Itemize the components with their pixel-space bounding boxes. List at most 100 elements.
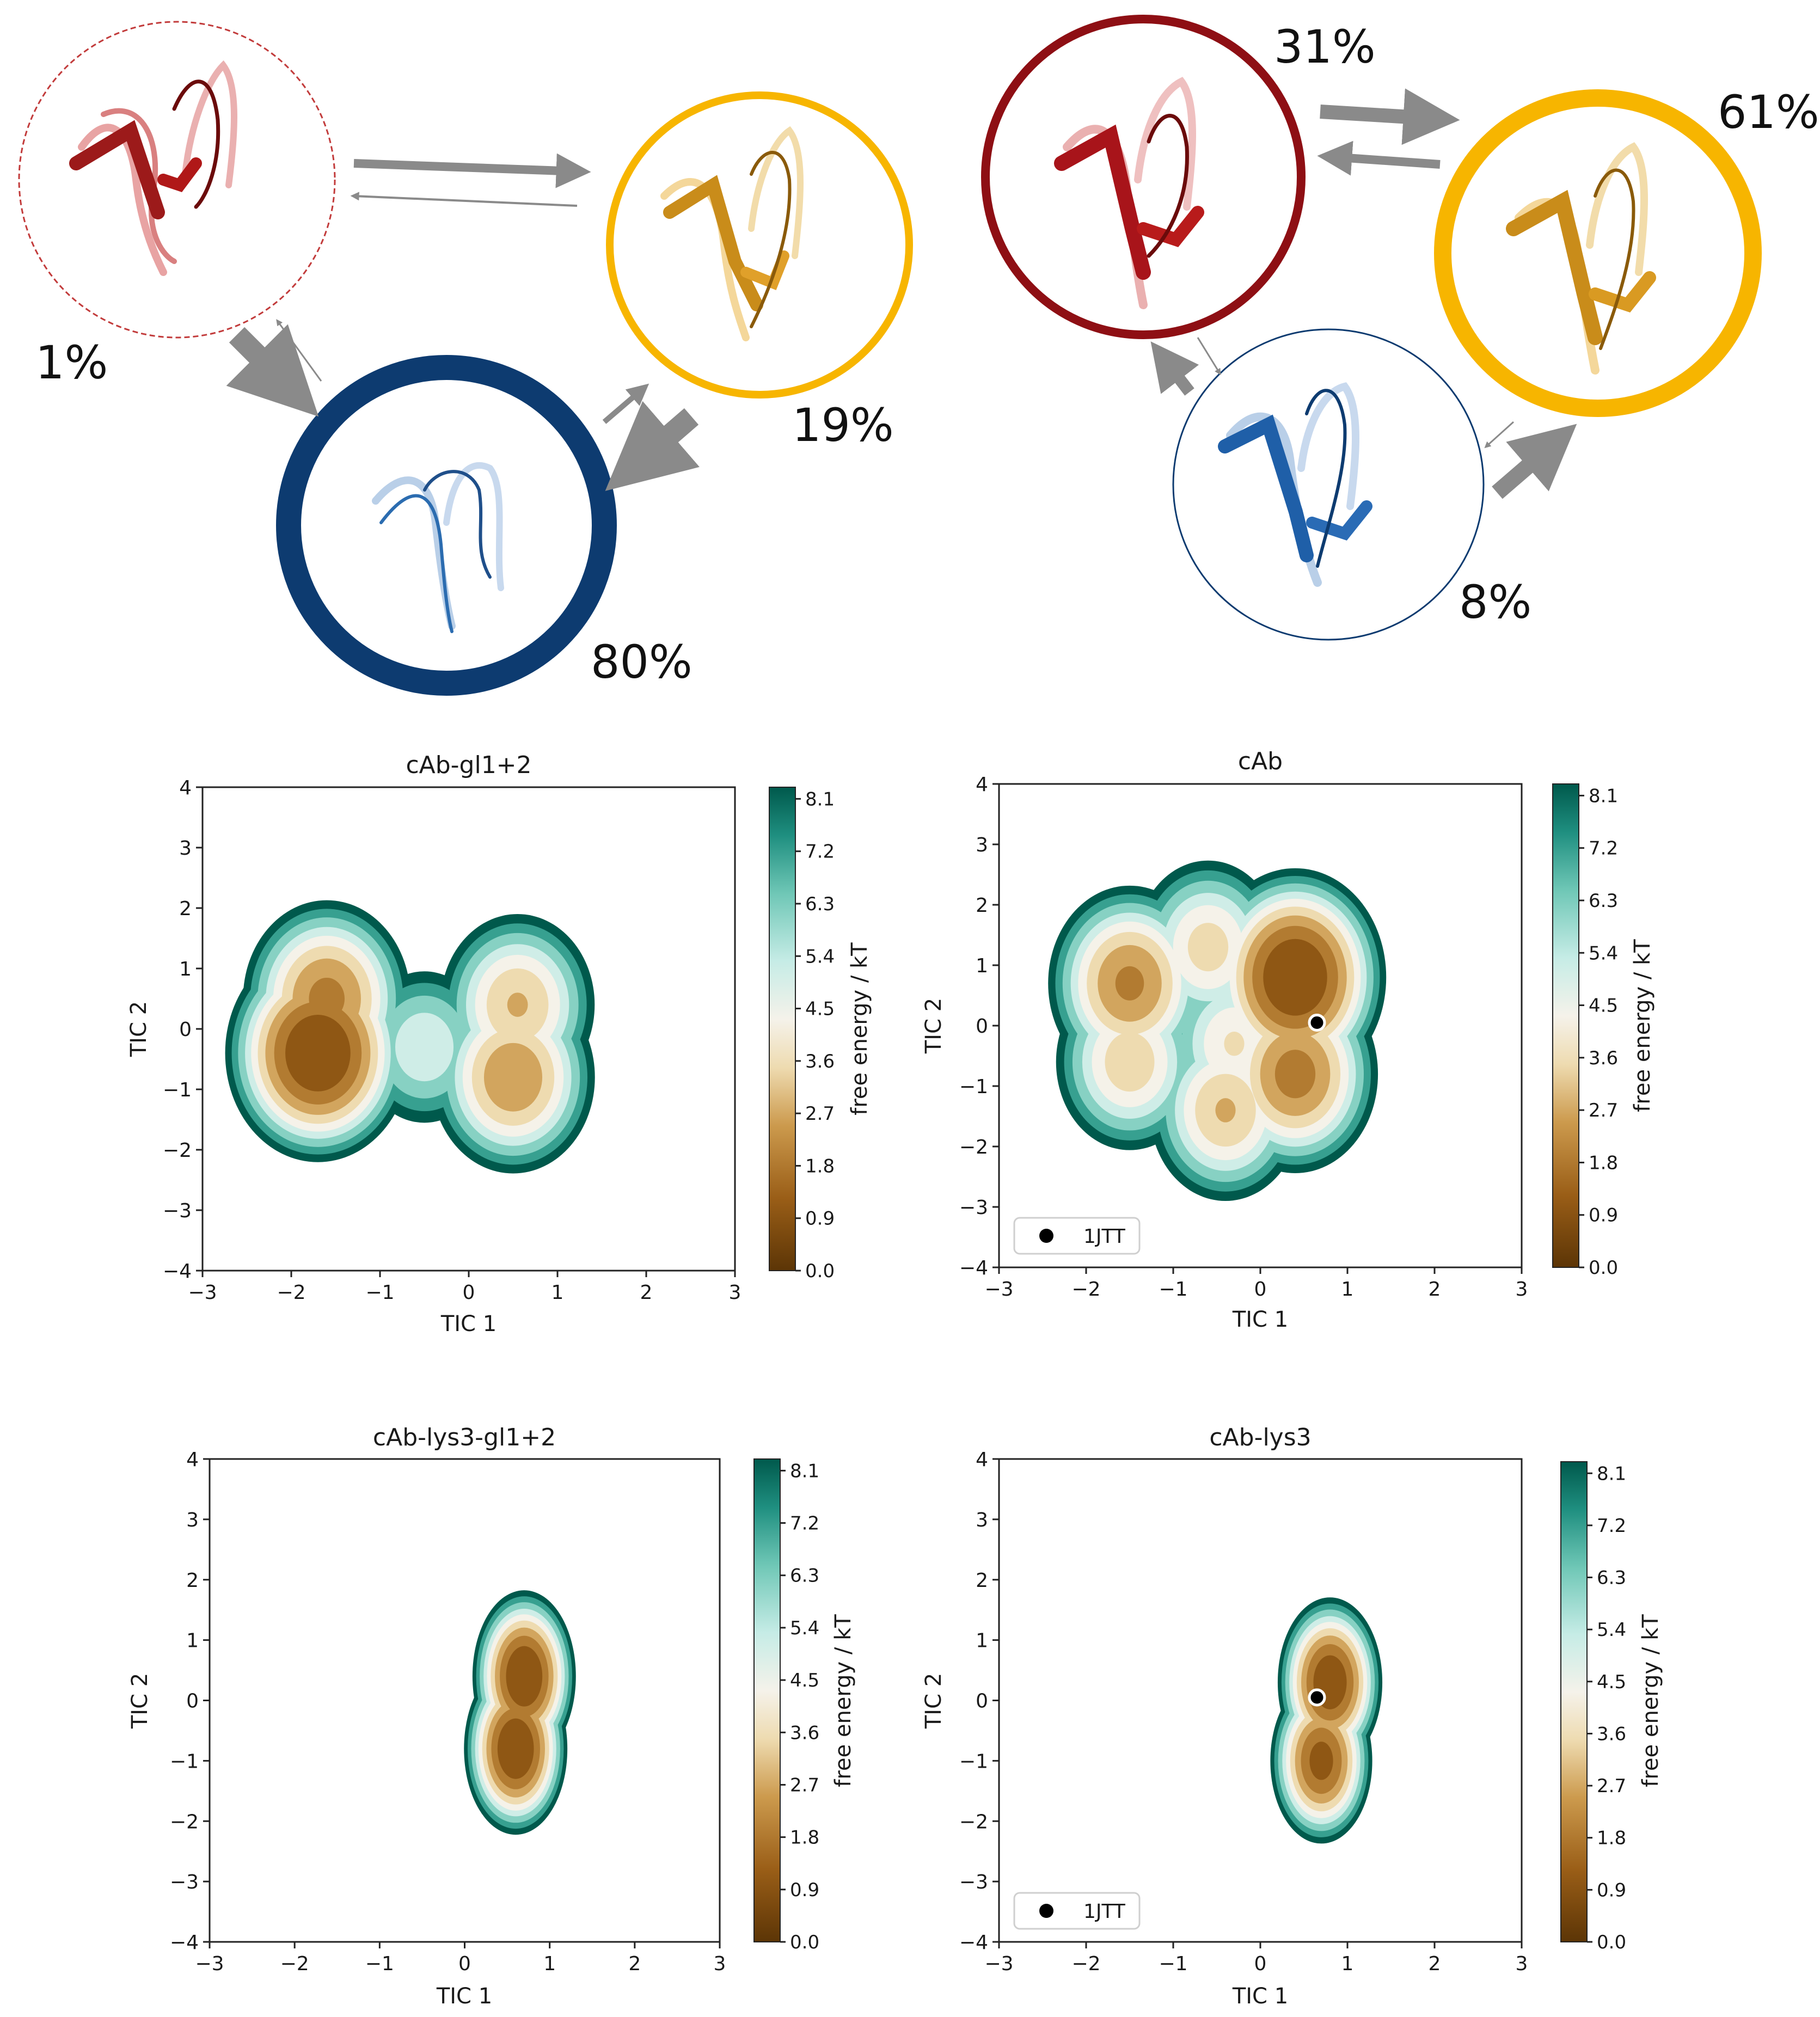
heatmap-density [1270,1597,1383,1844]
colorbar [753,1458,781,1942]
colorbar-tick-label: 8.1 [790,1460,819,1482]
plot-frame [998,1458,1523,1943]
colorbar [1552,783,1579,1268]
free-energy-region [1309,1742,1333,1780]
free-energy-region [1105,1032,1155,1092]
x-axis-label: TIC 1 [436,1984,492,2009]
state-yellow-left [606,91,913,399]
x-tick-label: −1 [1159,1953,1187,1975]
y-tick-label: −1 [959,1750,988,1773]
x-tick-label: −2 [1071,1278,1100,1301]
arrow-yellow-to-red [350,192,578,207]
x-tick-label: −3 [984,1278,1013,1301]
arrow-red-to-blue [226,324,319,417]
panel-title: cAb-lys3-gl1+2 [373,1424,556,1451]
x-axis-label: TIC 1 [440,1311,497,1337]
colorbar-tick-label: 4.5 [1589,995,1618,1017]
y-tick-label: 3 [179,837,192,860]
y-tick-label: 3 [186,1509,199,1531]
y-tick-label: 4 [976,774,988,796]
arrow-blue-to-red [1150,341,1199,396]
free-energy-region [285,1015,351,1092]
reference-structure-marker [1308,1688,1326,1707]
free-energy-region [506,1646,543,1707]
colorbar-tick-label: 0.9 [790,1879,819,1901]
colorbar-tick-label: 0.0 [805,1260,835,1282]
y-tick-label: 2 [976,1570,988,1592]
colorbar-tick-label: 1.8 [1597,1828,1626,1849]
colorbar-label: free energy / kT [1630,939,1655,1112]
protein-structure-blue-right [1218,382,1372,587]
colorbar-tick-label: 5.4 [790,1617,819,1639]
colorbar-tick-label: 6.3 [1589,890,1618,912]
colorbar-tick-label: 2.7 [805,1103,835,1125]
y-tick-label: 0 [976,1015,988,1038]
protein-structure-yellow-right [1506,142,1656,375]
colorbar-tick-label: 1.8 [790,1827,819,1849]
reference-structure-marker [1308,1013,1326,1032]
colorbar-tick-label: 3.6 [805,1051,835,1072]
population-yellow-left: 19% [792,399,894,452]
legend-label: 1JTT [1083,1900,1126,1923]
colorbar-tick-label: 6.3 [790,1565,819,1587]
colorbar-tick-label: 4.5 [1597,1671,1626,1693]
x-tick-label: −1 [365,1953,394,1975]
legend: 1JTT [1013,1892,1141,1930]
protein-structure-blue-left [372,462,504,633]
legend-marker-dot [1039,1229,1053,1243]
y-tick-label: −3 [170,1871,199,1893]
population-red-left: 1% [35,336,108,389]
x-tick-label: 3 [1516,1278,1528,1301]
colorbar-tick-label: 3.6 [790,1722,819,1744]
heatmap-density [1048,860,1387,1201]
colorbar-tick-label: 7.2 [1589,838,1618,860]
colorbar-tick-label: 7.2 [790,1513,819,1535]
x-tick-label: 3 [714,1953,726,1975]
colorbar-tick-label: 6.3 [1597,1567,1626,1589]
free-energy-region [1187,923,1229,972]
y-tick-label: −4 [959,1257,988,1279]
x-tick-label: 2 [1429,1278,1441,1301]
y-tick-label: −4 [163,1260,192,1283]
population-yellow-right: 61% [1718,85,1819,139]
x-tick-label: −2 [1071,1953,1100,1975]
y-axis-label: TIC 2 [127,1673,152,1729]
colorbar-tick-label: 1.8 [1589,1152,1618,1174]
population-blue-right: 8% [1459,575,1531,629]
y-tick-label: −3 [163,1200,192,1222]
network-right: 31% 61% 8% [981,15,1819,641]
y-tick-label: 1 [186,1630,199,1652]
y-axis-label: TIC 2 [921,1673,946,1729]
x-tick-label: 0 [463,1282,475,1304]
free-energy-region [395,1013,454,1082]
x-tick-label: 0 [1254,1278,1267,1301]
arrow-blue-to-red [276,319,322,382]
free-energy-region [483,1043,543,1112]
colorbar-tick-label: 3.6 [1597,1723,1626,1745]
y-axis-label: TIC 2 [126,1001,151,1057]
x-tick-label: 3 [729,1282,742,1304]
colorbar-tick-label: 0.9 [1597,1879,1626,1901]
x-tick-label: −3 [195,1953,224,1975]
y-tick-label: −3 [959,1197,988,1219]
free-energy-region [1224,1032,1245,1056]
x-tick-label: 3 [1516,1953,1528,1975]
y-tick-label: −4 [170,1932,199,1954]
colorbar-tick-label: 0.0 [1589,1257,1618,1279]
colorbar-tick-label: 4.5 [790,1670,819,1691]
colorbar-tick-label: 6.3 [805,893,835,915]
colorbar-tick-label: 2.7 [1597,1775,1626,1797]
colorbar-tick-label: 3.6 [1589,1047,1618,1069]
arrow-red-to-yellow [353,153,591,188]
colorbar-tick-label: 8.1 [1589,785,1618,807]
state-blue-right [1172,328,1485,641]
y-tick-label: 3 [976,834,988,856]
panel-title: cAb-lys3 [1209,1424,1311,1451]
free-energy-region [1215,1098,1236,1123]
colorbar-tick-label: 8.1 [1597,1463,1626,1485]
y-tick-label: −1 [170,1750,199,1773]
